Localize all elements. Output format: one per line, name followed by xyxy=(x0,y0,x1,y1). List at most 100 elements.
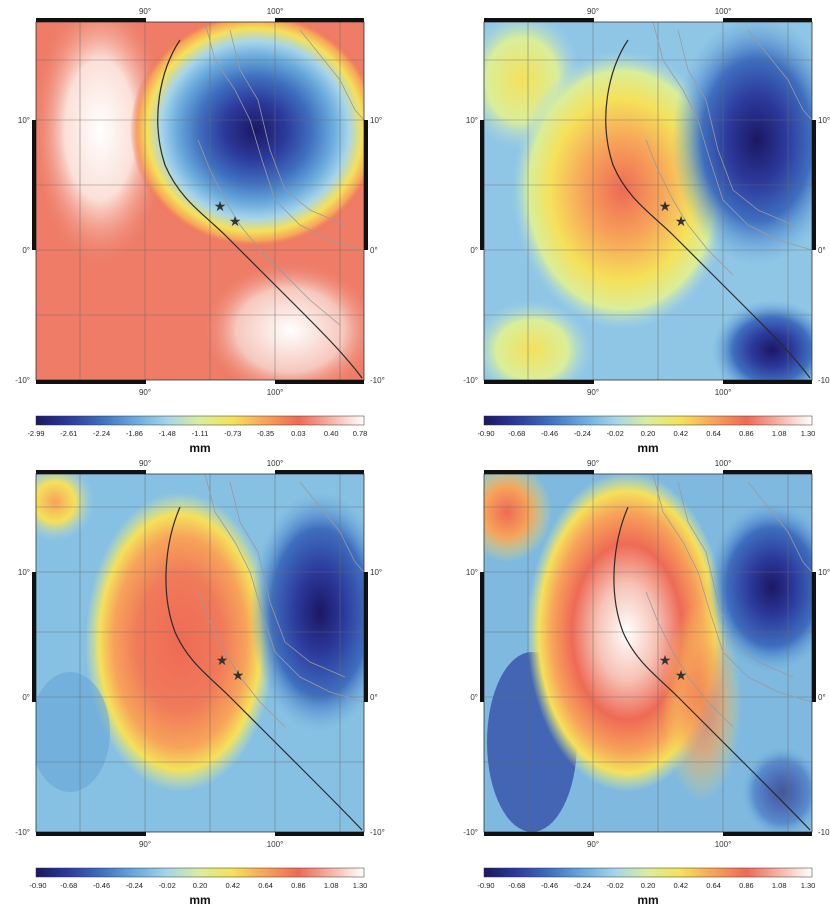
lat-tick-left-neg10: -10° xyxy=(15,828,30,837)
colorbar-tick: 0.03 xyxy=(291,429,306,438)
colorbar-tick: -1.86 xyxy=(126,429,143,438)
colorbar-tick: -0.35 xyxy=(257,429,274,438)
map-panel-1-svg: ★ ★ 90° 100° 90° 100° 10° 0° -10° 10° 0°… xyxy=(15,7,385,455)
colorbar xyxy=(483,415,813,426)
colorbar-tick: -0.68 xyxy=(60,881,77,890)
colorbar-tick: 0.20 xyxy=(641,881,656,890)
colorbar xyxy=(35,415,365,426)
epicenter-star-icon: ★ xyxy=(675,667,688,683)
colorbar-tick: -0.73 xyxy=(224,429,241,438)
colorbar-tick: 0.86 xyxy=(739,429,754,438)
lat-tick-right-0: 0° xyxy=(370,246,378,255)
colorbar-tick: -0.02 xyxy=(607,429,624,438)
map-panel-3: ★ ★ 90° 100° 90° 100° 10° 0° -10° 10° 0°… xyxy=(0,452,410,911)
lon-tick-bottom-90: 90° xyxy=(587,840,599,849)
colorbar-tick: 0.86 xyxy=(291,881,306,890)
colorbar-tick: -2.99 xyxy=(27,429,44,438)
lat-tick-left-10: 10° xyxy=(18,116,30,125)
lat-tick-left-10: 10° xyxy=(18,568,30,577)
frame-bars xyxy=(480,18,816,384)
map-panel-1: ★ ★ 90° 100° 90° 100° 10° 0° -10° 10° 0°… xyxy=(0,0,410,460)
lon-tick-bottom-90: 90° xyxy=(587,388,599,397)
trench-line xyxy=(605,39,811,379)
lat-tick-left-0: 0° xyxy=(470,693,478,702)
epicenter-star-icon: ★ xyxy=(216,652,229,668)
epicenter-star-icon: ★ xyxy=(214,198,227,214)
colorbar-tick: 0.42 xyxy=(225,881,240,890)
colorbar-tick: 1.30 xyxy=(801,881,816,890)
colorbar-unit: mm xyxy=(189,893,210,907)
lon-tick-top-100: 100° xyxy=(715,7,732,16)
map-panel-3-svg: ★ ★ 90° 100° 90° 100° 10° 0° -10° 10° 0°… xyxy=(15,459,385,907)
graticule xyxy=(484,22,812,380)
lon-tick-bottom-100: 100° xyxy=(715,840,732,849)
frame-bars xyxy=(32,18,368,384)
colorbar xyxy=(35,867,365,878)
colorbar-tick: -1.11 xyxy=(192,429,209,438)
lat-tick-right-10: 10° xyxy=(370,116,382,125)
colorbar-tick: 1.08 xyxy=(772,881,787,890)
lat-tick-right-10: 10° xyxy=(818,568,830,577)
epicenter-star-icon: ★ xyxy=(659,198,672,214)
lat-tick-right-neg10: -10° xyxy=(370,828,385,837)
lat-tick-left-neg10: -10° xyxy=(15,376,30,385)
colorbar-unit: mm xyxy=(637,893,658,907)
colorbar-tick: -0.46 xyxy=(93,881,110,890)
lon-tick-top-100: 100° xyxy=(715,459,732,468)
epicenter-star-icon: ★ xyxy=(659,652,672,668)
map-field xyxy=(36,22,364,380)
colorbar-ticks: -2.99 -2.61 -2.24 -1.86 -1.48 -1.11 -0.7… xyxy=(27,429,367,438)
epicenter-star-icon: ★ xyxy=(232,667,245,683)
map-panel-4: ★ ★ 90° 100° 90° 100° 10° 0° -10° 10° 0°… xyxy=(412,452,830,911)
colorbar-tick: 0.64 xyxy=(706,881,721,890)
lon-tick-top-100: 100° xyxy=(267,7,284,16)
lon-tick-top-100: 100° xyxy=(267,459,284,468)
colorbar-tick: -0.02 xyxy=(159,881,176,890)
lat-tick-right-neg10: -10° xyxy=(818,828,830,837)
colorbar-tick: -0.24 xyxy=(574,881,591,890)
lon-tick-top-90: 90° xyxy=(587,459,599,468)
colorbar-ticks: -0.90 -0.68 -0.46 -0.24 -0.02 0.20 0.42 … xyxy=(29,881,367,890)
map-field xyxy=(484,22,812,380)
colorbar-unit: mm xyxy=(637,441,658,455)
colorbar-tick: 1.08 xyxy=(324,881,339,890)
map-field xyxy=(484,474,812,832)
colorbar-tick: 1.30 xyxy=(801,429,816,438)
map-field xyxy=(36,474,364,832)
lat-tick-left-0: 0° xyxy=(470,246,478,255)
lat-tick-left-neg10: -10° xyxy=(463,828,478,837)
colorbar-tick: -0.02 xyxy=(607,881,624,890)
graticule xyxy=(484,474,812,832)
lat-tick-right-0: 0° xyxy=(818,693,826,702)
graticule xyxy=(36,22,364,380)
colorbar-tick: -0.68 xyxy=(508,429,525,438)
lat-tick-right-0: 0° xyxy=(370,693,378,702)
colorbar-tick: -2.24 xyxy=(93,429,110,438)
colorbar-tick: 0.64 xyxy=(706,429,721,438)
map-panel-2: ★ ★ 90° 100° 90° 100° 10° 0° -10° 10° 0°… xyxy=(412,0,830,460)
graticule xyxy=(36,474,364,832)
colorbar-tick: -1.48 xyxy=(159,429,176,438)
coastline xyxy=(645,474,812,728)
colorbar-tick: 0.78 xyxy=(353,429,368,438)
colorbar-tick: 0.42 xyxy=(673,881,688,890)
coastline xyxy=(197,22,364,326)
lon-tick-top-90: 90° xyxy=(139,459,151,468)
colorbar-tick: -0.24 xyxy=(126,881,143,890)
colorbar-tick: 1.30 xyxy=(353,881,368,890)
colorbar-unit: mm xyxy=(189,441,210,455)
colorbar-tick: -0.24 xyxy=(574,429,591,438)
colorbar-tick: -2.61 xyxy=(60,429,77,438)
colorbar-tick: -0.90 xyxy=(477,429,494,438)
coastline xyxy=(645,22,812,276)
colorbar-tick: -0.90 xyxy=(29,881,46,890)
lon-tick-top-90: 90° xyxy=(587,7,599,16)
colorbar-tick: 0.40 xyxy=(324,429,339,438)
trench-line xyxy=(165,506,363,831)
frame-bars xyxy=(480,470,816,836)
colorbar-tick: -0.46 xyxy=(541,881,558,890)
map-panel-2-svg: ★ ★ 90° 100° 90° 100° 10° 0° -10° 10° 0°… xyxy=(463,7,830,455)
lat-tick-right-neg10: -10° xyxy=(370,376,385,385)
colorbar-tick: -0.68 xyxy=(508,881,525,890)
lat-tick-right-0: 0° xyxy=(818,246,826,255)
